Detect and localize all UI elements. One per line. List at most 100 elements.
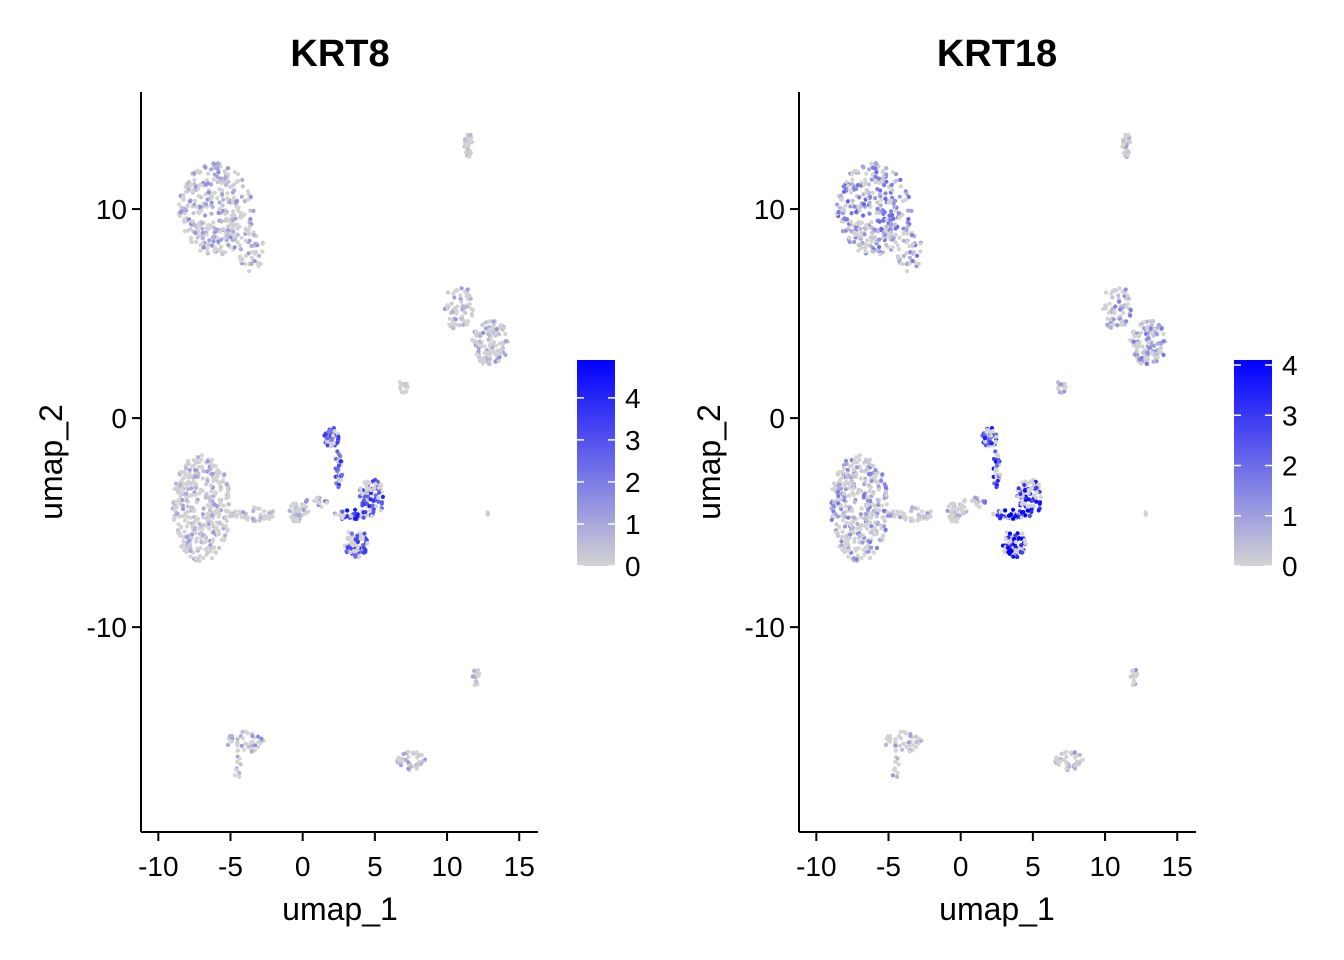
cell-point: [370, 503, 375, 508]
cell-point: [249, 743, 254, 748]
cell-point: [1022, 501, 1027, 506]
cell-point: [481, 330, 486, 335]
cell-point: [176, 530, 181, 535]
cell-point: [892, 199, 897, 204]
cell-point: [194, 458, 199, 464]
cell-point: [190, 532, 195, 537]
cell-point: [224, 496, 229, 501]
cell-point: [180, 196, 185, 201]
cell-point: [251, 208, 256, 213]
cell-point: [203, 213, 208, 218]
cell-point: [196, 471, 201, 476]
cell-point: [908, 733, 913, 739]
cell-point: [198, 243, 203, 248]
cell-point: [249, 749, 254, 754]
x-tick-label: -10: [138, 851, 178, 882]
cell-point: [892, 222, 898, 227]
cell-point: [405, 385, 410, 390]
cell-point: [216, 179, 221, 184]
x-tick-label: 0: [295, 851, 311, 882]
legend-tick-label: 4: [625, 383, 641, 414]
cell-point: [898, 177, 903, 182]
cell-point: [1132, 333, 1137, 338]
cell-point: [861, 202, 867, 207]
cell-point: [361, 543, 366, 548]
cell-point: [256, 734, 261, 739]
cell-point: [355, 548, 360, 553]
cell-point: [224, 183, 229, 188]
cell-point: [1131, 329, 1136, 334]
cell-point: [242, 515, 248, 520]
cell-point: [854, 221, 859, 226]
cell-point: [189, 505, 194, 510]
cell-point: [237, 509, 242, 514]
cell-point: [211, 161, 216, 166]
cell-point: [1116, 293, 1121, 298]
cell-point: [235, 232, 240, 237]
cell-point: [461, 322, 466, 327]
cell-point: [211, 177, 216, 182]
cell-point: [1021, 509, 1026, 515]
cell-point: [883, 489, 889, 494]
cell-point: [445, 290, 451, 295]
cell-point: [1018, 491, 1023, 497]
cell-point: [842, 491, 847, 496]
cell-point: [199, 195, 204, 200]
cell-point: [238, 211, 243, 216]
cell-point: [206, 190, 211, 195]
cell-point: [875, 229, 881, 234]
cell-point: [973, 495, 978, 500]
cell-point: [209, 513, 214, 518]
cell-point: [267, 514, 272, 519]
cell-point: [234, 205, 239, 210]
cell-point: [1140, 344, 1145, 349]
cell-point: [842, 534, 848, 540]
cell-point: [188, 515, 193, 520]
cell-point: [213, 549, 218, 555]
cell-point: [225, 191, 230, 196]
cell-point: [503, 339, 508, 344]
cell-point: [223, 508, 228, 513]
cell-point: [219, 537, 224, 542]
cell-point: [193, 519, 198, 524]
cell-point: [476, 349, 481, 354]
cell-point: [337, 478, 342, 483]
cell-point: [844, 461, 849, 466]
cell-point: [372, 485, 377, 491]
cell-point: [465, 287, 470, 292]
cell-point: [1058, 382, 1063, 387]
cell-point: [872, 227, 877, 232]
cell-point: [881, 218, 886, 223]
cell-point: [235, 240, 240, 245]
cell-point: [194, 168, 199, 174]
cell-point: [204, 232, 209, 237]
cell-point: [1113, 304, 1118, 309]
cell-point: [1105, 322, 1110, 327]
legend-tick-label: 1: [1282, 501, 1298, 532]
cell-point: [898, 184, 903, 189]
cell-point: [226, 172, 231, 177]
cell-point: [221, 478, 226, 483]
cell-point: [201, 515, 206, 520]
cell-point: [468, 132, 473, 138]
cell-point: [197, 521, 202, 526]
cell-point: [227, 513, 232, 519]
cell-point: [215, 468, 220, 473]
cell-point: [260, 241, 265, 246]
cell-point: [178, 210, 183, 215]
cell-point: [194, 204, 199, 209]
cell-point: [187, 199, 192, 204]
cell-point: [850, 198, 856, 203]
cell-point: [863, 469, 868, 474]
cell-point: [1117, 286, 1122, 291]
cell-point: [486, 511, 491, 516]
cell-point: [894, 748, 899, 753]
cell-point: [503, 331, 508, 337]
cell-point: [1034, 495, 1039, 500]
cell-point: [182, 229, 187, 234]
cell-point: [419, 752, 424, 758]
cell-point: [368, 487, 373, 493]
cell-point: [220, 252, 225, 257]
cell-point: [335, 440, 340, 445]
cell-point: [203, 192, 208, 197]
